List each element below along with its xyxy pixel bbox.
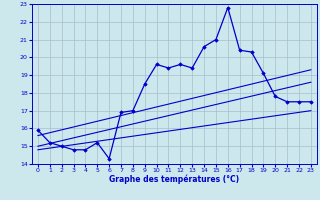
X-axis label: Graphe des températures (°C): Graphe des températures (°C) xyxy=(109,175,239,184)
